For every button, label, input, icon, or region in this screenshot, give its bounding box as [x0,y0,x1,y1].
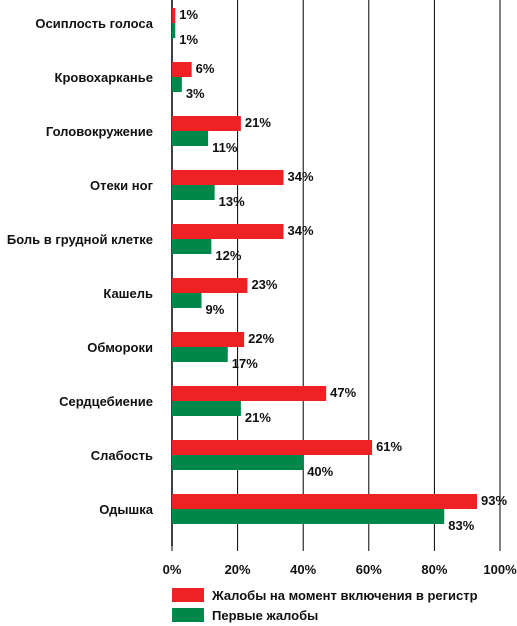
x-tick-label: 0% [163,562,182,577]
data-label: 34% [288,169,314,184]
bar-first-complaints [172,401,241,416]
legend: Жалобы на момент включения в регистр Пер… [172,586,478,626]
category-label: Кашель [103,286,153,301]
legend-swatch-green [172,608,204,622]
data-label: 22% [248,331,274,346]
data-label: 3% [186,86,205,101]
bar-first-complaints [172,293,202,308]
data-label: 93% [481,493,507,508]
category-label: Отеки ног [90,178,154,193]
bar-registry-complaints [172,440,373,455]
bar-first-complaints [172,77,182,92]
legend-label: Первые жалобы [212,607,319,623]
bar-registry-complaints [172,116,241,131]
category-label: Головокружение [46,124,153,139]
bar-first-complaints [172,239,212,254]
data-label: 12% [215,248,241,263]
data-label: 17% [232,356,258,371]
bar-first-complaints [172,509,445,524]
category-label: Сердцебиение [59,394,153,409]
bar-registry-complaints [172,332,245,347]
x-tick-label: 80% [421,562,447,577]
x-tick-label: 40% [290,562,316,577]
data-label: 21% [245,115,271,130]
bar-first-complaints [172,347,228,362]
data-label: 11% [212,140,238,155]
data-label: 6% [196,61,215,76]
category-label: Кровохарканье [55,70,153,85]
data-label: 83% [448,518,474,533]
data-label: 47% [330,385,356,400]
legend-label: Жалобы на момент включения в регистр [212,587,478,603]
bar-first-complaints [172,131,209,146]
data-label: 34% [288,223,314,238]
data-label: 61% [376,439,402,454]
bar-registry-complaints [172,8,176,23]
data-label: 23% [251,277,277,292]
legend-item: Первые жалобы [172,606,478,624]
bar-first-complaints [172,455,304,470]
bar-registry-complaints [172,494,478,509]
data-label: 9% [206,302,225,317]
data-label: 40% [307,464,333,479]
x-tick-label: 60% [356,562,382,577]
x-tick-label: 20% [225,562,251,577]
category-label: Обмороки [87,340,153,355]
data-label: 13% [219,194,245,209]
legend-item: Жалобы на момент включения в регистр [172,586,478,604]
bar-first-complaints [172,185,215,200]
x-tick-label: 100% [483,562,517,577]
category-label: Осиплость голоса [35,16,153,31]
bar-registry-complaints [172,62,192,77]
legend-swatch-red [172,588,204,602]
bar-registry-complaints [172,170,284,185]
category-label: Слабость [91,448,153,463]
category-label: Одышка [99,502,153,517]
bar-registry-complaints [172,386,327,401]
data-label: 1% [179,7,198,22]
bar-registry-complaints [172,278,248,293]
data-label: 1% [179,32,198,47]
category-label: Боль в грудной клетке [7,232,153,247]
bar-first-complaints [172,23,176,38]
bar-registry-complaints [172,224,284,239]
data-label: 21% [245,410,271,425]
